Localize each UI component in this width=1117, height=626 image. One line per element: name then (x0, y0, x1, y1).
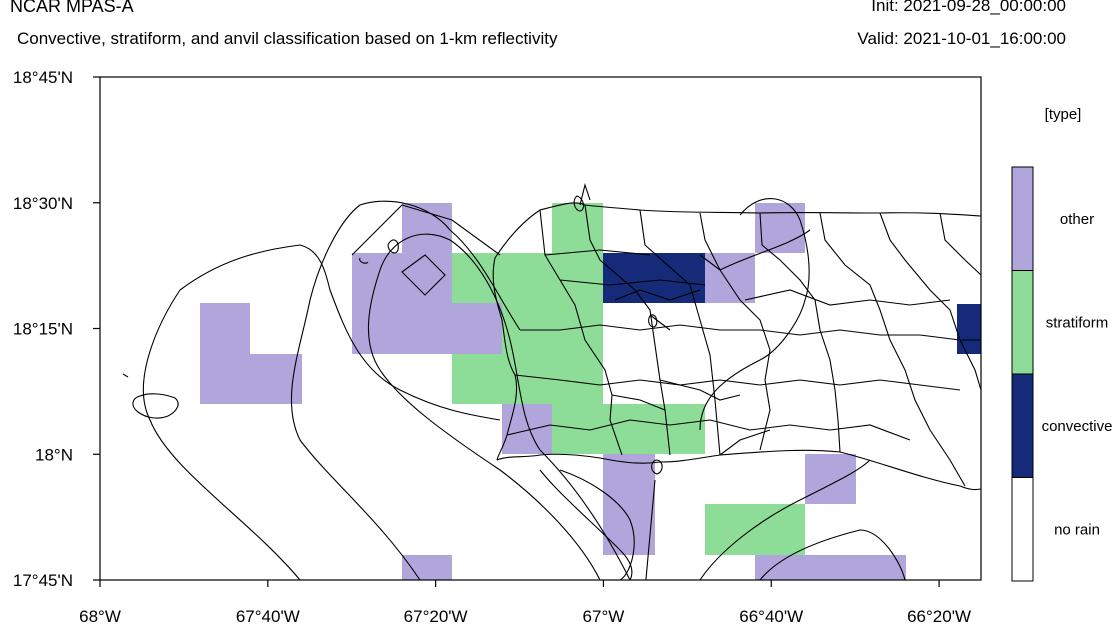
boundary-line (494, 202, 981, 259)
boundary-line (544, 249, 651, 256)
boundary-line (351, 204, 501, 256)
boundary-line (719, 229, 811, 271)
cell-stratiform (552, 253, 603, 303)
cell-other (452, 303, 502, 354)
cell-other (502, 404, 552, 454)
x-tick-label: 67°40'W (236, 607, 300, 626)
boundary-line (559, 279, 706, 286)
cell-other (755, 203, 805, 253)
legend-swatch-other (1011, 166, 1034, 271)
cell-stratiform (705, 504, 805, 555)
boundary-line (359, 257, 369, 264)
contours-and-coastlines (122, 183, 981, 580)
cell-stratiform (552, 354, 603, 404)
boundary-line (649, 314, 671, 331)
x-tick-label: 66°20'W (907, 607, 971, 626)
boundary-line (659, 379, 741, 401)
boundary-line (759, 212, 841, 453)
y-tick-label: 18°N (35, 445, 73, 464)
legend-swatch-no-rain (1011, 477, 1034, 582)
classification-cells (200, 203, 981, 580)
y-tick-label: 17°45'N (13, 571, 73, 590)
cell-other (805, 454, 856, 504)
boundary-line (290, 200, 521, 580)
boundary-line (496, 449, 981, 491)
init-time: Init: 2021-09-28_00:00:00 (871, 0, 1066, 15)
boundary-line (539, 209, 623, 456)
cell-other (200, 303, 250, 404)
x-tick-label: 66°40'W (739, 607, 803, 626)
boundary-line (611, 394, 666, 411)
cell-other (705, 253, 755, 303)
boundary-line (142, 244, 501, 580)
boundary-line (492, 257, 518, 461)
boundary-line (699, 212, 771, 451)
boundary-line (879, 212, 981, 391)
legend-label: other (1060, 211, 1094, 228)
legend-title: [type] (1045, 106, 1082, 123)
cell-stratiform (580, 203, 603, 253)
cell-other (603, 454, 655, 555)
y-tick-label: 18°15'N (13, 320, 73, 339)
cell-stratiform (452, 354, 552, 404)
boundary-line (699, 459, 871, 580)
boundary-line (939, 212, 981, 276)
cell-other (402, 203, 452, 253)
cell-stratiform (603, 404, 705, 454)
boundary-line (744, 289, 951, 306)
boundary-line (559, 469, 635, 580)
model-name: NCAR MPAS-A (10, 0, 134, 16)
chart-subtitle: Convective, stratiform, and anvil classi… (17, 29, 558, 48)
boundary-line (367, 233, 631, 580)
legend-label: convective (1042, 418, 1113, 435)
boundary-line (387, 239, 399, 254)
boundary-line (122, 373, 129, 378)
boundary-line (759, 529, 906, 580)
boundary-line (520, 324, 981, 341)
boundary-line (579, 183, 591, 206)
cell-other (250, 354, 302, 404)
boundary-line (514, 374, 961, 391)
x-tick-label: 68°W (79, 607, 121, 626)
legend-swatch-convective (1011, 373, 1034, 478)
legend: [type] other stratiform convective no rain (1011, 106, 1113, 582)
legend-label: no rain (1054, 521, 1100, 538)
cell-stratiform (452, 253, 552, 303)
y-tick-label: 18°45'N (13, 68, 73, 87)
cell-convective (603, 253, 705, 303)
boundary-line (132, 393, 179, 419)
legend-swatch-stratiform (1011, 270, 1034, 375)
x-tick-label: 67°20'W (404, 607, 468, 626)
axis-ticks: 68°W 67°40'W 67°20'W 67°W 66°40'W 66°20'W 18°4… (13, 68, 971, 626)
cell-other (755, 555, 906, 580)
boundary-line (506, 419, 911, 441)
boundary-line (401, 254, 446, 296)
boundary-line (648, 314, 658, 328)
boundary-line (651, 459, 663, 475)
boundary-line (719, 429, 771, 456)
boundary-line (614, 289, 701, 301)
cell-stratiform (502, 303, 603, 354)
cell-other (402, 253, 452, 303)
cell-convective (957, 304, 981, 354)
boundary-line (699, 254, 721, 271)
cell-other (402, 555, 452, 580)
cell-other (352, 253, 402, 354)
boundary-line (819, 212, 966, 487)
y-tick-label: 18°30'N (13, 194, 73, 213)
boundary-line (573, 195, 585, 212)
boundary-line (539, 469, 633, 580)
boundary-line (699, 198, 810, 431)
boundary-line (645, 479, 656, 580)
boundary-line (639, 209, 721, 456)
boundary-line (584, 204, 671, 456)
x-tick-label: 67°W (583, 607, 625, 626)
legend-label: stratiform (1046, 314, 1109, 331)
valid-time: Valid: 2021-10-01_16:00:00 (857, 29, 1066, 48)
